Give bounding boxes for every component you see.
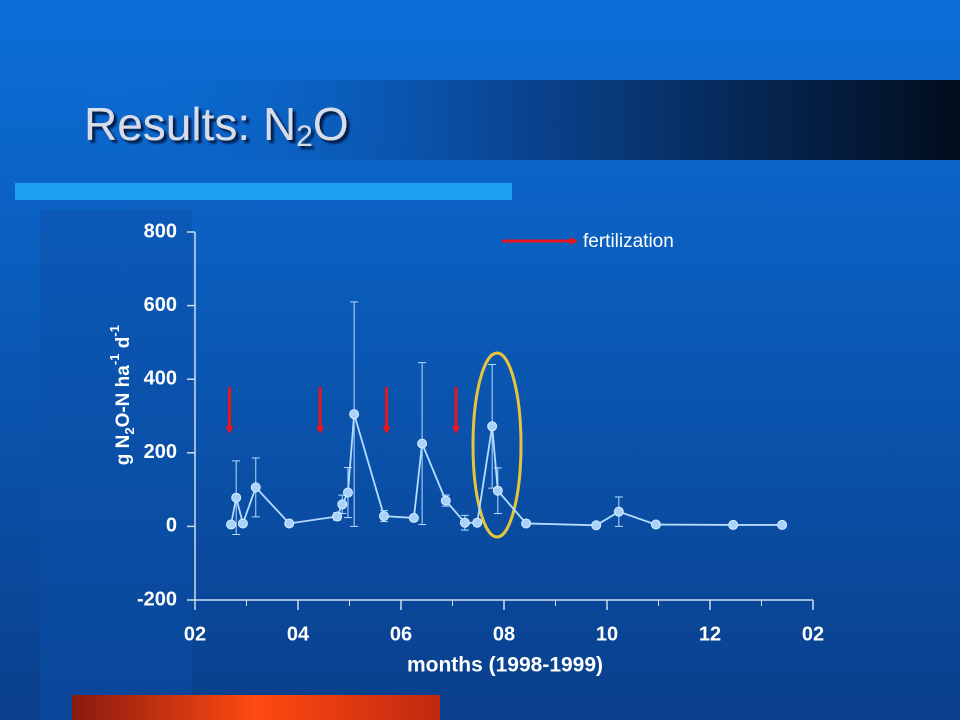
data-point: [379, 511, 390, 522]
footer-bar: [72, 695, 440, 720]
data-point: [650, 519, 661, 530]
data-point: [284, 518, 295, 529]
y-label-part: -1: [107, 354, 122, 366]
data-point: [777, 519, 788, 530]
y-tick-label: 200: [144, 441, 177, 463]
chart: -200 0 200 400 600 800 02 04 06 08 10 12 02 months (1…: [107, 220, 824, 676]
data-point: [337, 499, 348, 510]
data-point: [728, 519, 739, 530]
x-tick-label: 02: [802, 623, 824, 645]
x-tick-label: 10: [596, 623, 618, 645]
data-point: [472, 517, 483, 528]
x-tick-label: 06: [390, 623, 412, 645]
x-tick-label: 04: [287, 623, 310, 645]
y-tick-label: 800: [144, 220, 177, 242]
data-point: [521, 518, 532, 529]
data-point: [440, 495, 451, 506]
data-point: [231, 492, 242, 503]
x-tick-label: 08: [493, 623, 515, 645]
y-tick-label: 600: [144, 294, 177, 316]
y-tick-label: -200: [137, 588, 177, 610]
y-tick-label: 400: [144, 367, 177, 389]
legend-label: fertilization: [583, 231, 674, 252]
data-point: [349, 409, 360, 420]
slide-title: Results: N2O: [84, 98, 349, 153]
x-axis-label: months (1998-1999): [407, 654, 603, 677]
data-point: [332, 511, 343, 522]
y-label-part: d: [113, 337, 134, 354]
data-point: [459, 517, 470, 528]
data-point: [237, 518, 248, 529]
title-part: Results: N: [84, 98, 296, 150]
y-label-part: g N: [113, 435, 134, 466]
data-point: [492, 485, 503, 496]
title-part: 2: [296, 120, 313, 153]
data-point: [226, 519, 237, 530]
highlight-ellipse: [471, 351, 523, 539]
data-point: [342, 487, 353, 498]
data-point: [417, 438, 428, 449]
x-tick-label: 02: [184, 623, 206, 645]
accent-bar: [15, 183, 512, 200]
y-tick-label: 0: [166, 515, 177, 537]
title-band: [80, 80, 960, 160]
data-point: [408, 512, 419, 523]
data-point: [250, 482, 261, 493]
y-axis-label: g N2O-N ha-1 d-1: [107, 325, 137, 465]
title-part: O: [313, 98, 349, 150]
y-label-part: O-N ha: [113, 365, 134, 428]
data-point: [487, 421, 498, 432]
x-tick-label: 12: [699, 623, 721, 645]
left-panel: [40, 210, 192, 720]
y-label-part: -1: [107, 325, 122, 337]
data-point: [613, 506, 624, 517]
y-label-part: 2: [122, 427, 137, 434]
data-point: [591, 520, 602, 531]
